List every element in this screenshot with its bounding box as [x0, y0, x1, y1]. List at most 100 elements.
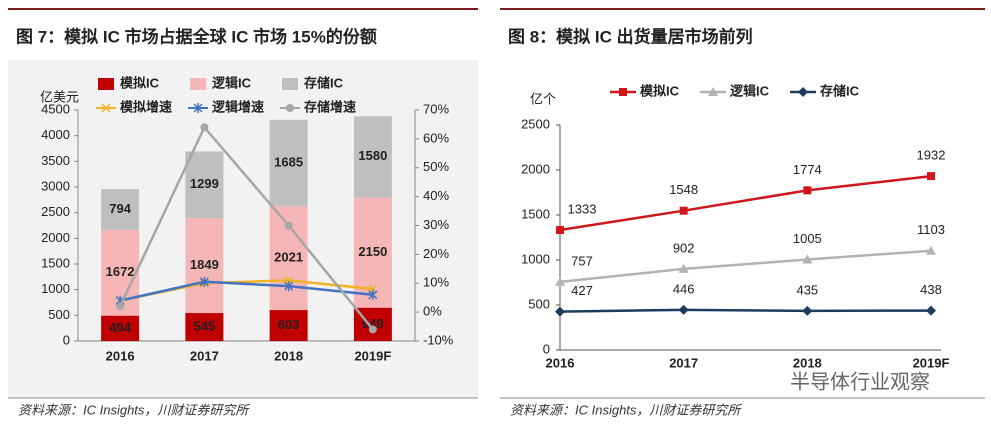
- legend-label: 模拟增速: [120, 99, 172, 114]
- legend-label: 存储增速: [304, 99, 356, 114]
- marker: [802, 305, 813, 316]
- data-label: 794: [109, 201, 131, 216]
- y2-tick-label: 40%: [423, 188, 449, 203]
- data-label: 1299: [190, 176, 219, 191]
- y-tick-label: 1000: [41, 281, 70, 296]
- marker: [679, 206, 688, 215]
- bar: [185, 151, 224, 219]
- y-tick-label: 500: [528, 296, 550, 311]
- bar: [101, 189, 140, 230]
- chart-title: 图 8：模拟 IC 出货量居市场前列: [508, 26, 753, 46]
- data-label: 649: [362, 316, 384, 331]
- y-axis-label: 亿美元: [40, 89, 79, 104]
- y2-tick-label: 30%: [423, 217, 449, 232]
- marker: [708, 87, 718, 96]
- y-tick-label: 4500: [41, 101, 70, 116]
- data-label: 2021: [274, 250, 303, 265]
- marker: [798, 87, 808, 97]
- chart-title: 图 7：模拟 IC 市场占据全球 IC 市场 15%的份额: [16, 26, 377, 46]
- data-label: 438: [920, 282, 942, 297]
- legend-label: 逻辑IC: [730, 83, 770, 98]
- data-label: 545: [194, 318, 216, 333]
- x-tick-label: 2016: [546, 355, 575, 370]
- series-line: [118, 125, 374, 331]
- data-label: 902: [673, 240, 695, 255]
- source: 资料来源：IC Insights，川财证券研究所: [18, 402, 250, 417]
- y2-tick-label: 0%: [423, 304, 442, 319]
- legend-label: 存储IC: [820, 83, 860, 98]
- y-tick-label: 3500: [41, 153, 70, 168]
- series-line: [119, 280, 374, 302]
- source: 资料来源：IC Insights，川财证券研究所: [510, 402, 742, 417]
- x-tick-label: 2017: [190, 348, 219, 363]
- x-tick-label: 2018: [793, 355, 822, 370]
- data-label: 757: [571, 253, 593, 268]
- marker: [678, 263, 689, 273]
- legend-label: 逻辑增速: [212, 99, 264, 114]
- legend-label: 模拟IC: [120, 75, 160, 90]
- bar: [269, 119, 308, 207]
- data-label: 603: [278, 317, 300, 332]
- x-tick-label: 2019F: [354, 348, 391, 363]
- x-tick-label: 2019F: [913, 355, 950, 370]
- data-label: 446: [673, 281, 695, 296]
- marker: [803, 186, 812, 195]
- y-tick-label: 1000: [521, 251, 550, 266]
- bar: [185, 313, 224, 341]
- watermark: 半导体行业观察: [790, 370, 930, 393]
- data-label: 1548: [669, 182, 698, 197]
- legend-label: 逻辑IC: [212, 75, 252, 90]
- marker: [555, 276, 565, 286]
- marker: [101, 103, 111, 113]
- marker: [678, 304, 689, 315]
- data-label: 1005: [793, 231, 822, 246]
- y-axis-label: 亿个: [530, 91, 556, 106]
- bar: [269, 310, 308, 341]
- legend-swatch: [98, 78, 114, 90]
- legend-swatch: [282, 78, 298, 90]
- marker: [116, 302, 125, 311]
- series-line: [559, 174, 932, 232]
- marker: [284, 281, 294, 292]
- legend-swatch: [190, 78, 206, 90]
- y-tick-label: 2000: [41, 230, 70, 245]
- y-tick-label: 1500: [521, 206, 550, 221]
- data-label: 1849: [190, 257, 219, 272]
- data-label: 1333: [568, 201, 597, 216]
- data-label: 1685: [274, 154, 303, 169]
- data-label: 435: [796, 282, 818, 297]
- y-tick-label: 2500: [41, 204, 70, 219]
- y-tick-label: 1500: [41, 255, 70, 270]
- bar: [185, 218, 224, 314]
- bar: [353, 116, 392, 198]
- y2-tick-label: 50%: [423, 159, 449, 174]
- y2-tick-label: -10%: [423, 332, 454, 347]
- y-tick-label: 2000: [521, 161, 550, 176]
- legend-label: 存储IC: [304, 75, 344, 90]
- data-label: 1774: [793, 162, 822, 177]
- data-label: 1580: [358, 148, 387, 163]
- y-tick-label: 3000: [41, 178, 70, 193]
- marker: [926, 245, 936, 255]
- y-tick-label: 4000: [41, 127, 70, 142]
- data-label: 494: [109, 320, 131, 335]
- x-tick-label: 2018: [274, 348, 303, 363]
- marker: [556, 226, 564, 235]
- y2-tick-label: 20%: [423, 246, 449, 261]
- series-line: [559, 249, 932, 284]
- y-tick-label: 0: [63, 332, 70, 347]
- marker: [286, 104, 294, 112]
- marker: [199, 276, 209, 287]
- marker: [802, 254, 813, 264]
- x-tick-label: 2016: [106, 348, 135, 363]
- data-label: 2150: [358, 244, 387, 259]
- marker: [284, 221, 293, 230]
- legend-label: 模拟IC: [640, 83, 680, 98]
- y2-tick-label: 70%: [423, 101, 449, 116]
- plot-bg: [8, 60, 478, 398]
- series-line: [559, 308, 932, 313]
- bar: [101, 315, 140, 341]
- marker: [555, 306, 565, 317]
- marker: [368, 325, 377, 334]
